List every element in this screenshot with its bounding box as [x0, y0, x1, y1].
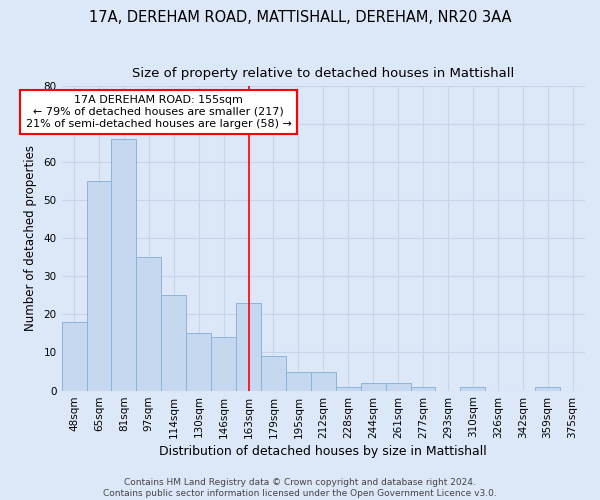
Bar	[236, 303, 261, 390]
X-axis label: Distribution of detached houses by size in Mattishall: Distribution of detached houses by size …	[160, 444, 487, 458]
Bar	[361, 383, 386, 390]
Bar	[62, 322, 86, 390]
Text: 17A, DEREHAM ROAD, MATTISHALL, DEREHAM, NR20 3AA: 17A, DEREHAM ROAD, MATTISHALL, DEREHAM, …	[89, 10, 511, 25]
Title: Size of property relative to detached houses in Mattishall: Size of property relative to detached ho…	[132, 68, 514, 80]
Bar	[161, 296, 186, 390]
Bar	[386, 383, 410, 390]
Bar	[336, 387, 361, 390]
Bar	[311, 372, 336, 390]
Bar	[186, 334, 211, 390]
Bar	[286, 372, 311, 390]
Bar	[86, 181, 112, 390]
Bar	[112, 139, 136, 390]
Bar	[535, 387, 560, 390]
Bar	[211, 337, 236, 390]
Text: 17A DEREHAM ROAD: 155sqm
← 79% of detached houses are smaller (217)
21% of semi-: 17A DEREHAM ROAD: 155sqm ← 79% of detach…	[26, 96, 292, 128]
Bar	[410, 387, 436, 390]
Bar	[136, 257, 161, 390]
Bar	[261, 356, 286, 390]
Bar	[460, 387, 485, 390]
Text: Contains HM Land Registry data © Crown copyright and database right 2024.
Contai: Contains HM Land Registry data © Crown c…	[103, 478, 497, 498]
Y-axis label: Number of detached properties: Number of detached properties	[23, 145, 37, 331]
